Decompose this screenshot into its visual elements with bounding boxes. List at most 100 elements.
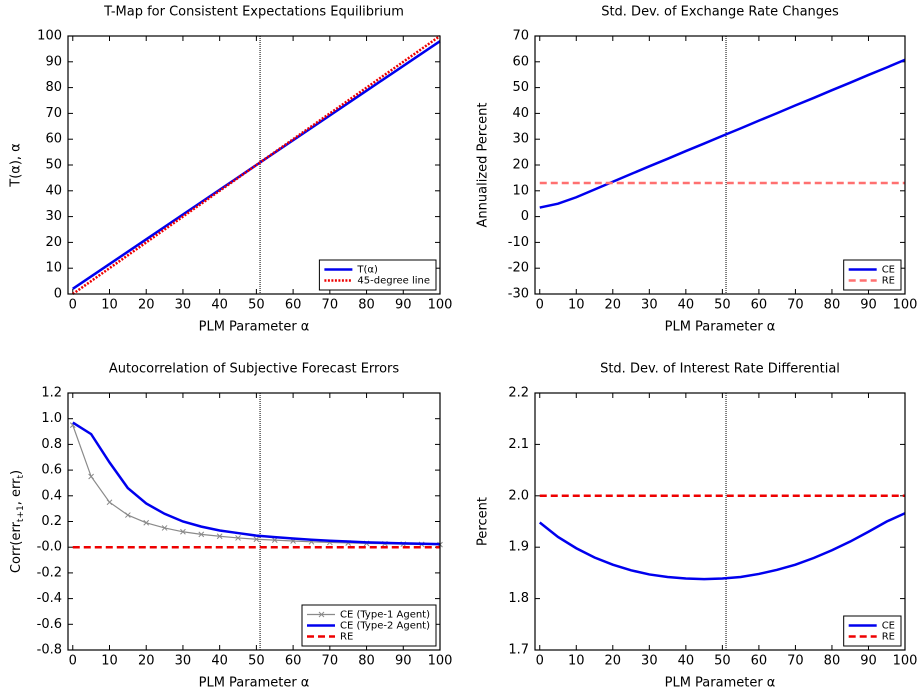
y-tick-label: 100 [37,29,62,44]
x-tick-label: 50 [248,298,265,313]
x-tick-label: 90 [395,298,412,313]
y-tick-label: 90 [45,54,62,69]
y-tick-label: 1.2 [41,386,62,401]
y-tick-label: 70 [512,29,529,44]
x-tick-label: 30 [641,654,658,669]
legend-box [318,259,437,291]
y-tick-label: 0.4 [41,488,62,503]
x-tick-label: 90 [860,654,877,669]
x-tick-label: 80 [824,654,841,669]
y-axis-label-part: Corr(err [9,521,24,573]
legend-label: 45-degree line [357,276,430,287]
x-tick-label: 20 [138,654,155,669]
y-axis-label-part: , err [9,478,24,505]
point-marker [125,512,131,518]
panel: Autocorrelation of Subjective Forecast E… [9,362,453,691]
legend-box [843,259,902,291]
legend-label: CE (Type-2 Agent) [340,621,430,632]
x-tick-label: 20 [605,654,622,669]
x-tick-label: 0 [69,654,77,669]
y-tick-label: 2.1 [508,437,529,452]
x-axis-label: PLM Parameter α [665,320,776,335]
y-tick-label: -0.2 [37,565,62,580]
x-tick-label: 90 [860,298,877,313]
y-tick-label: -0.0 [37,540,62,555]
x-tick-label: 10 [101,654,118,669]
y-tick-label: -0.6 [37,617,62,632]
y-axis-label-part: ) [9,470,24,475]
x-tick-label: 0 [69,298,77,313]
x-tick-label: 60 [751,298,768,313]
y-tick-label: 0.8 [41,437,62,452]
line-series [72,421,441,546]
y-tick-label: 20 [45,235,62,250]
x-tick-label: 40 [678,298,695,313]
panel: Std. Dev. of Interest Rate Differential P… [476,362,918,691]
y-tick-label: -30 [508,287,529,302]
x-tick-label: 20 [605,298,622,313]
x-tick-label: 50 [714,654,731,669]
line-series [539,58,906,209]
y-axis-label: Annualized Percent [476,103,491,228]
x-tick-label: 0 [536,654,544,669]
y-tick-label: 0 [54,287,62,302]
x-tick-label: 80 [358,298,375,313]
y-tick-label: 2.0 [508,488,529,503]
x-tick-label: 100 [428,654,453,669]
x-tick-label: 80 [358,654,375,669]
x-tick-label: 30 [175,298,192,313]
y-tick-label: 80 [45,80,62,95]
y-tick-label: 20 [512,158,529,173]
y-tick-label: 40 [512,106,529,121]
point-marker [198,531,205,538]
point-marker [235,535,241,541]
y-tick-label: 10 [512,183,529,198]
y-tick-label: 0.6 [41,463,62,478]
x-tick-label: 40 [211,654,228,669]
y-axis-label: Corr(errt+1, errt) [9,470,26,573]
y-tick-label: -20 [508,261,529,276]
x-tick-label: 40 [678,654,695,669]
legend-label: RE [882,276,895,287]
x-tick-label: 70 [787,298,804,313]
chart-title: Std. Dev. of Interest Rate Differential [600,362,840,377]
x-axis-label: PLM Parameter α [665,676,776,691]
y-tick-label: 1.9 [508,540,529,555]
y-tick-label: 1.0 [41,411,62,426]
y-tick-label: 40 [45,183,62,198]
y-tick-label: 50 [512,80,529,95]
plot-frame [534,35,906,295]
x-tick-label: 10 [568,654,585,669]
x-tick-label: 90 [395,654,412,669]
y-tick-label: -10 [508,235,529,250]
legend-label: T(α) [356,265,378,276]
x-tick-label: 60 [285,654,302,669]
x-tick-label: 80 [824,298,841,313]
x-tick-label: 10 [101,298,118,313]
point-marker [216,533,223,540]
plot-frame [67,392,441,651]
panel: Std. Dev. of Exchange Rate Changes PLM Pa… [476,5,918,335]
x-tick-label: 70 [787,654,804,669]
y-tick-label: 30 [45,209,62,224]
x-tick-label: 100 [893,654,918,669]
y-tick-label: 2.2 [508,386,529,401]
x-tick-label: 100 [428,298,453,313]
y-tick-label: 60 [45,132,62,147]
point-marker [106,499,113,506]
y-axis-label: Percent [476,497,491,546]
legend-label: CE [882,265,895,276]
legend: CE (Type-1 Agent)CE (Type-2 Agent)RE [301,604,437,647]
x-tick-label: 60 [285,298,302,313]
y-tick-label: 10 [45,261,62,276]
legend-label: CE [882,621,895,632]
plot-frame [534,392,906,651]
x-tick-label: 20 [138,298,155,313]
y-tick-label: 60 [512,54,529,69]
y-tick-label: -0.8 [37,643,62,658]
x-tick-label: 100 [893,298,918,313]
x-axis-label: PLM Parameter α [199,320,310,335]
y-tick-label: 1.8 [508,591,529,606]
